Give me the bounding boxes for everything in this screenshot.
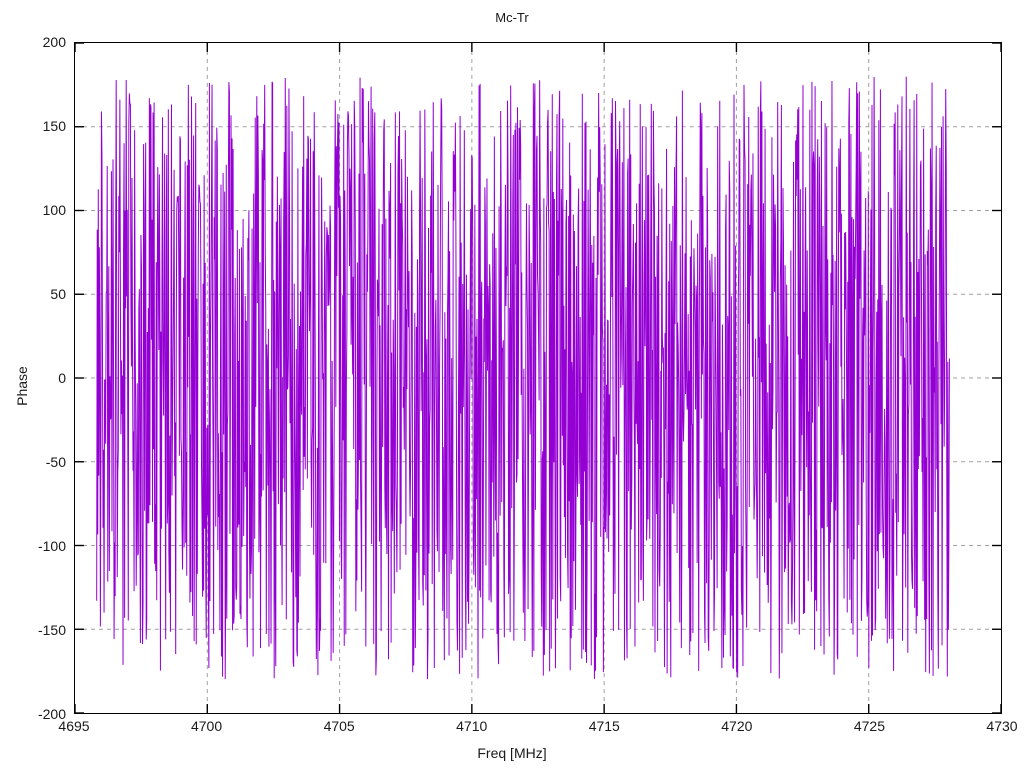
y-tick-label: -200 <box>37 706 66 722</box>
chart-title: Mc-Tr <box>495 10 529 25</box>
y-tick-label: -100 <box>37 538 66 554</box>
y-tick-label: 0 <box>58 370 66 386</box>
x-tick-label: 4730 <box>986 718 1018 734</box>
x-tick-label: 4725 <box>853 718 885 734</box>
x-tick-label: 4705 <box>323 718 355 734</box>
y-tick-label: -150 <box>37 622 66 638</box>
plot-frame <box>74 42 1002 714</box>
y-tick-label: 150 <box>42 118 66 134</box>
tick-marks <box>75 43 1001 713</box>
y-tick-label: 200 <box>42 34 66 50</box>
y-tick-label: 100 <box>42 202 66 218</box>
x-tick-label: 4720 <box>721 718 753 734</box>
y-tick-label: -50 <box>45 454 66 470</box>
x-tick-label: 4695 <box>58 718 90 734</box>
x-tick-label: 4710 <box>456 718 488 734</box>
phase-data-series <box>96 76 950 680</box>
plot-area <box>75 43 1001 713</box>
y-axis-label: Phase <box>14 366 30 406</box>
x-tick-label: 4715 <box>588 718 620 734</box>
y-tick-label: 50 <box>50 286 66 302</box>
x-axis-label: Freq [MHz] <box>477 745 547 761</box>
x-tick-label: 4700 <box>190 718 223 734</box>
